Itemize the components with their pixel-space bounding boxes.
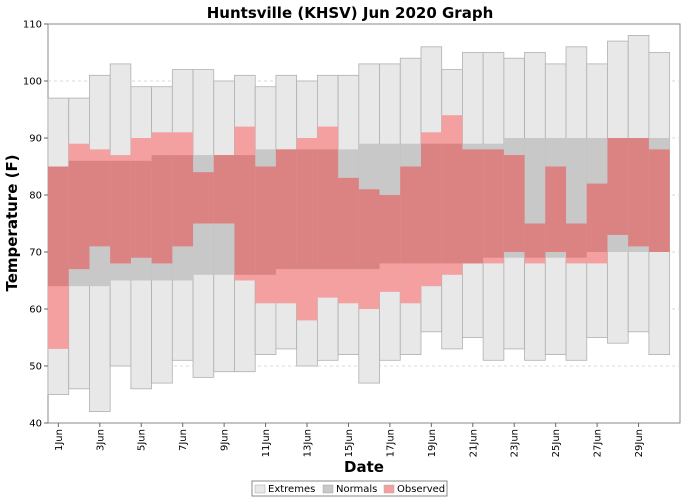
overlap-bar [193, 172, 214, 224]
x-tick-label: 9Jun [220, 429, 231, 451]
x-tick-label: 11Jun [261, 429, 272, 457]
y-tick-label: 100 [23, 77, 42, 88]
overlap-bar [68, 160, 90, 270]
x-axis-title: Date [344, 458, 384, 476]
y-tick-label: 40 [29, 419, 42, 430]
overlap-bar [400, 166, 421, 264]
overlap-bar [255, 166, 276, 275]
overlap-bar [317, 149, 339, 270]
overlap-bar [234, 155, 256, 275]
legend-swatch-observed [383, 484, 395, 494]
y-axis-ticks: 40 50 60 70 80 90 100 110 [23, 20, 48, 430]
legend-label-observed: Observed [397, 484, 445, 495]
overlap-bar [213, 155, 235, 224]
y-tick-label: 80 [29, 191, 42, 202]
legend: Extremes Normals Observed [251, 480, 448, 497]
legend-label-extremes: Extremes [268, 484, 315, 495]
legend-box [251, 480, 448, 497]
overlap-bar [89, 160, 111, 247]
overlap-bar [545, 166, 567, 252]
x-tick-label: 21Jun [468, 429, 479, 457]
y-tick-label: 50 [29, 362, 42, 373]
overlap-bar [503, 155, 525, 252]
y-tick-label: 90 [29, 134, 42, 145]
overlap-bar [275, 149, 297, 270]
x-tick-label: 3Jun [95, 429, 106, 451]
overlap-bar [110, 160, 131, 264]
x-axis-ticks: 1Jun 3Jun 5Jun 7Jun 9Jun 11Jun 13Jun 15Jun 17Jun… [54, 423, 645, 457]
overlap-bar [566, 223, 587, 258]
x-tick-label: 29Jun [634, 429, 645, 457]
overlap-bar [628, 138, 649, 247]
overlap-bar [338, 177, 359, 270]
overlap-bar [586, 183, 608, 252]
y-tick-label: 110 [23, 20, 42, 31]
overlap-bar [379, 195, 401, 264]
y-tick-label: 70 [29, 248, 42, 259]
overlap-bar [441, 143, 463, 264]
x-tick-label: 25Jun [551, 429, 562, 457]
x-tick-label: 15Jun [344, 429, 355, 457]
overlap-bar [172, 155, 194, 247]
overlap-bar [358, 189, 380, 270]
x-tick-label: 1Jun [54, 429, 65, 451]
x-tick-label: 19Jun [427, 429, 438, 457]
overlap-bar [462, 149, 484, 264]
overlap-bar [151, 155, 173, 264]
x-tick-label: 5Jun [137, 429, 148, 451]
overlap-bar [648, 149, 670, 252]
y-axis-title: Temperature (F) [3, 154, 21, 291]
overlap-bar [607, 138, 629, 235]
x-tick-label: 27Jun [593, 429, 604, 457]
legend-swatch-normals [322, 484, 334, 494]
overlap-bar [483, 149, 504, 258]
observed-normals-overlap [48, 138, 670, 287]
overlap-bar [296, 149, 318, 270]
legend-swatch-extremes [254, 484, 266, 494]
x-tick-label: 17Jun [385, 429, 396, 457]
legend-label-normals: Normals [336, 484, 377, 495]
chart-title: Huntsville (KHSV) Jun 2020 Graph [207, 4, 494, 22]
x-tick-label: 13Jun [303, 429, 314, 457]
overlap-bar [524, 223, 546, 258]
y-tick-label: 60 [29, 305, 42, 316]
overlap-bar [48, 166, 69, 287]
overlap-bar [130, 160, 152, 258]
overlap-bar [420, 143, 442, 264]
x-tick-label: 7Jun [178, 429, 189, 451]
x-tick-label: 23Jun [510, 429, 521, 457]
